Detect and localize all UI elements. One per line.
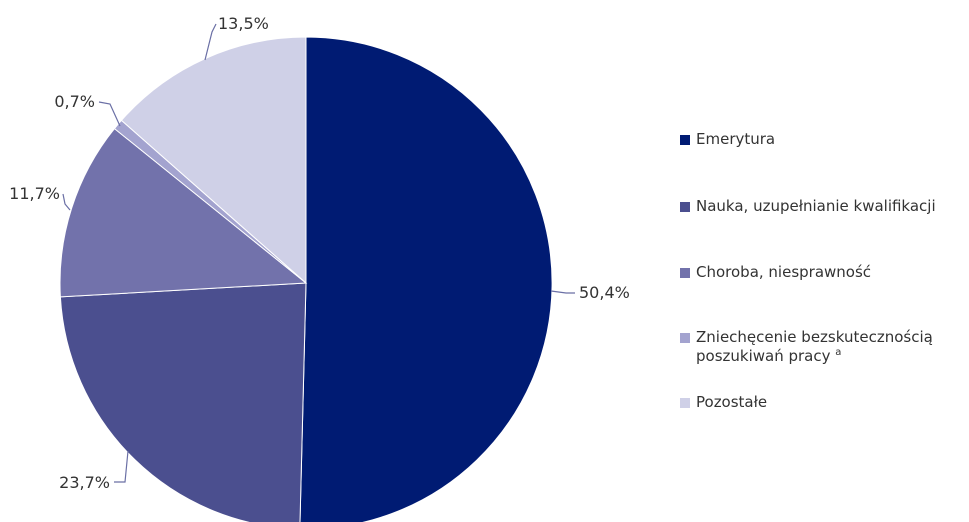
- leader-line-nauka: [114, 450, 129, 483]
- leader-line-pozostale: [204, 23, 217, 61]
- legend-label: Choroba, niesprawność: [696, 263, 872, 281]
- leader-line-choroba: [62, 193, 71, 211]
- legend-label-line2: poszukiwań pracy: [696, 347, 831, 365]
- legend-label: Emerytura: [696, 130, 776, 148]
- legend-swatch: [680, 398, 690, 408]
- data-label-choroba: 11,7%: [9, 184, 60, 203]
- data-label-pozostale: 13,5%: [218, 14, 269, 33]
- legend-label: Zniechęcenie bezskutecznością poszukiwań…: [696, 328, 933, 366]
- data-label-emerytura: 50,4%: [579, 283, 630, 302]
- legend-item-choroba: Choroba, niesprawność: [680, 263, 871, 282]
- legend-label: Nauka, uzupełnianie kwalifikacji: [696, 197, 936, 215]
- legend-label: Pozostałe: [696, 393, 768, 411]
- legend-item-zniechecenie: Zniechęcenie bezskutecznością poszukiwań…: [680, 328, 933, 366]
- legend-swatch: [680, 333, 690, 343]
- legend-item-emerytura: Emerytura: [680, 130, 775, 149]
- legend-swatch: [680, 268, 690, 278]
- leader-line-emerytura: [550, 290, 575, 294]
- legend-item-nauka: Nauka, uzupełnianie kwalifikacji: [680, 197, 936, 216]
- legend-item-pozostale: Pozostałe: [680, 393, 767, 412]
- pie-slice-nauka: [59, 282, 307, 522]
- legend-swatch: [680, 135, 690, 145]
- legend-label-line1: Zniechęcenie bezskutecznością: [696, 328, 933, 346]
- legend-swatch: [680, 202, 690, 212]
- leader-line-zniechecenie: [98, 101, 121, 127]
- data-label-zniechecenie: 0,7%: [54, 92, 95, 111]
- pie-slice-choroba: [59, 127, 308, 298]
- data-label-nauka: 23,7%: [59, 473, 110, 492]
- footnote-marker: a: [835, 347, 842, 358]
- pie-slice-emerytura: [299, 36, 553, 522]
